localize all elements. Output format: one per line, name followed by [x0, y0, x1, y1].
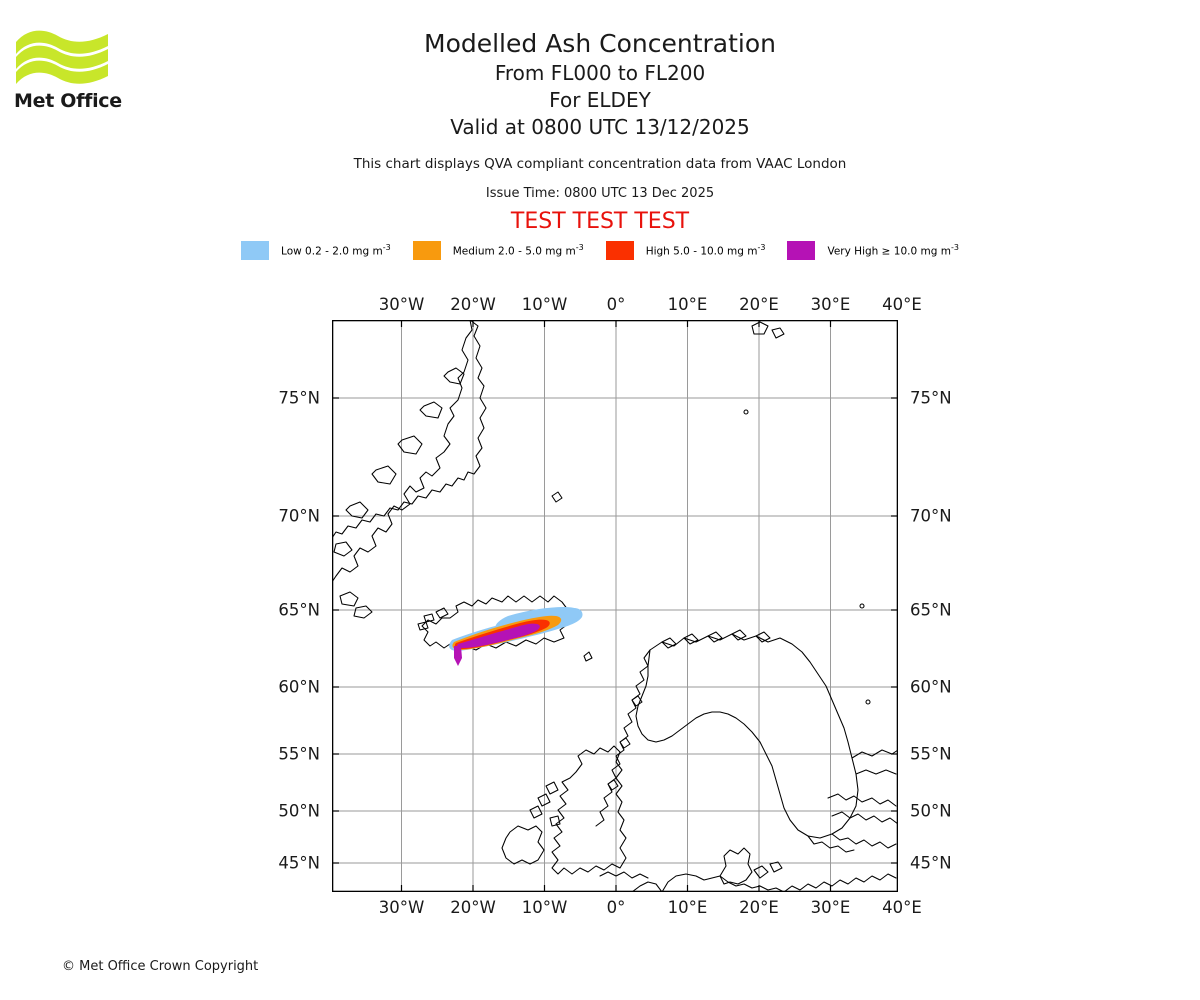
valid-time: Valid at 0800 UTC 13/12/2025 — [450, 115, 750, 139]
legend-label-low: Low 0.2 - 2.0 mg m-3 — [281, 243, 391, 258]
lon-label-top: 10°W — [521, 295, 568, 314]
lon-label-bottom: 30°E — [810, 898, 851, 917]
legend-high: High 5.0 - 10.0 mg m-3 — [605, 241, 766, 260]
lon-label-top: 30°E — [810, 295, 851, 314]
legend-swatch-high — [605, 241, 634, 260]
wave-logo-icon — [16, 30, 108, 84]
lat-label-left: 75°N — [278, 388, 320, 408]
legend-label-very-high: Very High ≥ 10.0 mg m-3 — [827, 243, 959, 258]
lat-label-left: 65°N — [278, 600, 320, 620]
lat-label-right: 75°N — [910, 388, 952, 408]
title-block: Modelled Ash Concentration From FL000 to… — [0, 28, 1200, 235]
lon-label-bottom: 0° — [606, 898, 626, 917]
issue-time: Issue Time: 0800 UTC 13 Dec 2025 — [485, 186, 715, 201]
lon-label-top: 40°E — [882, 295, 922, 314]
test-watermark: TEST TEST TEST — [510, 209, 690, 234]
legend-low: Low 0.2 - 2.0 mg m-3 — [241, 241, 391, 260]
logo-text: Met Office — [14, 90, 122, 112]
lat-label-left: 50°N — [278, 801, 320, 821]
lon-label-bottom: 40°E — [882, 898, 922, 917]
lon-label-top: 10°E — [667, 295, 708, 314]
lon-label-bottom: 20°W — [450, 898, 496, 917]
map-frame — [332, 320, 898, 892]
lat-label-right: 50°N — [910, 801, 952, 821]
legend-label-medium: Medium 2.0 - 5.0 mg m-3 — [452, 243, 584, 258]
legend-label-high: High 5.0 - 10.0 mg m-3 — [645, 243, 766, 258]
lat-label-right: 60°N — [910, 677, 952, 697]
lon-label-top: 20°E — [739, 295, 779, 314]
met-office-logo: Met Office — [14, 26, 134, 116]
map-container: 30°W 30°W 20°W 20°W 10°W 10°W 0° 0° 10°E 10°E 20°E… — [278, 295, 951, 917]
plume-very-high-area — [457, 623, 540, 648]
concentration-legend: Low 0.2 - 2.0 mg m-3 Medium 2.0 - 5.0 mg… — [0, 241, 1200, 260]
plume-source-drip — [454, 646, 462, 666]
axis-ticks — [332, 320, 898, 892]
copyright-footer: © Met Office Crown Copyright — [62, 959, 259, 974]
lat-label-right: 45°N — [910, 853, 952, 873]
lon-label-top: 20°W — [450, 295, 496, 314]
lon-label-bottom: 20°E — [739, 898, 779, 917]
graticule-lines — [332, 320, 898, 892]
lon-label-bottom: 10°W — [521, 898, 568, 917]
lat-label-left: 60°N — [278, 677, 320, 697]
legend-medium: Medium 2.0 - 5.0 mg m-3 — [412, 241, 584, 260]
lat-label-right: 55°N — [910, 744, 952, 764]
legend-swatch-low — [241, 241, 270, 260]
coastlines — [332, 320, 898, 892]
lon-label-top: 0° — [606, 295, 626, 314]
lon-label-top: 30°W — [378, 295, 425, 314]
lat-label-left: 70°N — [278, 506, 320, 526]
lon-label-bottom: 10°E — [667, 898, 708, 917]
ash-plume — [449, 607, 583, 666]
lat-label-left: 45°N — [278, 853, 320, 873]
lat-label-left: 55°N — [278, 744, 320, 764]
page-title: Modelled Ash Concentration — [424, 29, 776, 58]
legend-very-high: Very High ≥ 10.0 mg m-3 — [787, 241, 959, 260]
lon-label-bottom: 30°W — [378, 898, 425, 917]
lat-label-right: 65°N — [910, 600, 952, 620]
legend-swatch-very-high — [787, 241, 816, 260]
flight-level-range: From FL000 to FL200 — [494, 61, 706, 85]
qva-note: This chart displays QVA compliant concen… — [353, 156, 847, 172]
volcano-name: For ELDEY — [549, 88, 651, 112]
map-background — [332, 320, 898, 892]
ash-concentration-map — [332, 320, 898, 892]
lat-label-right: 70°N — [910, 506, 952, 526]
legend-swatch-medium — [412, 241, 441, 260]
